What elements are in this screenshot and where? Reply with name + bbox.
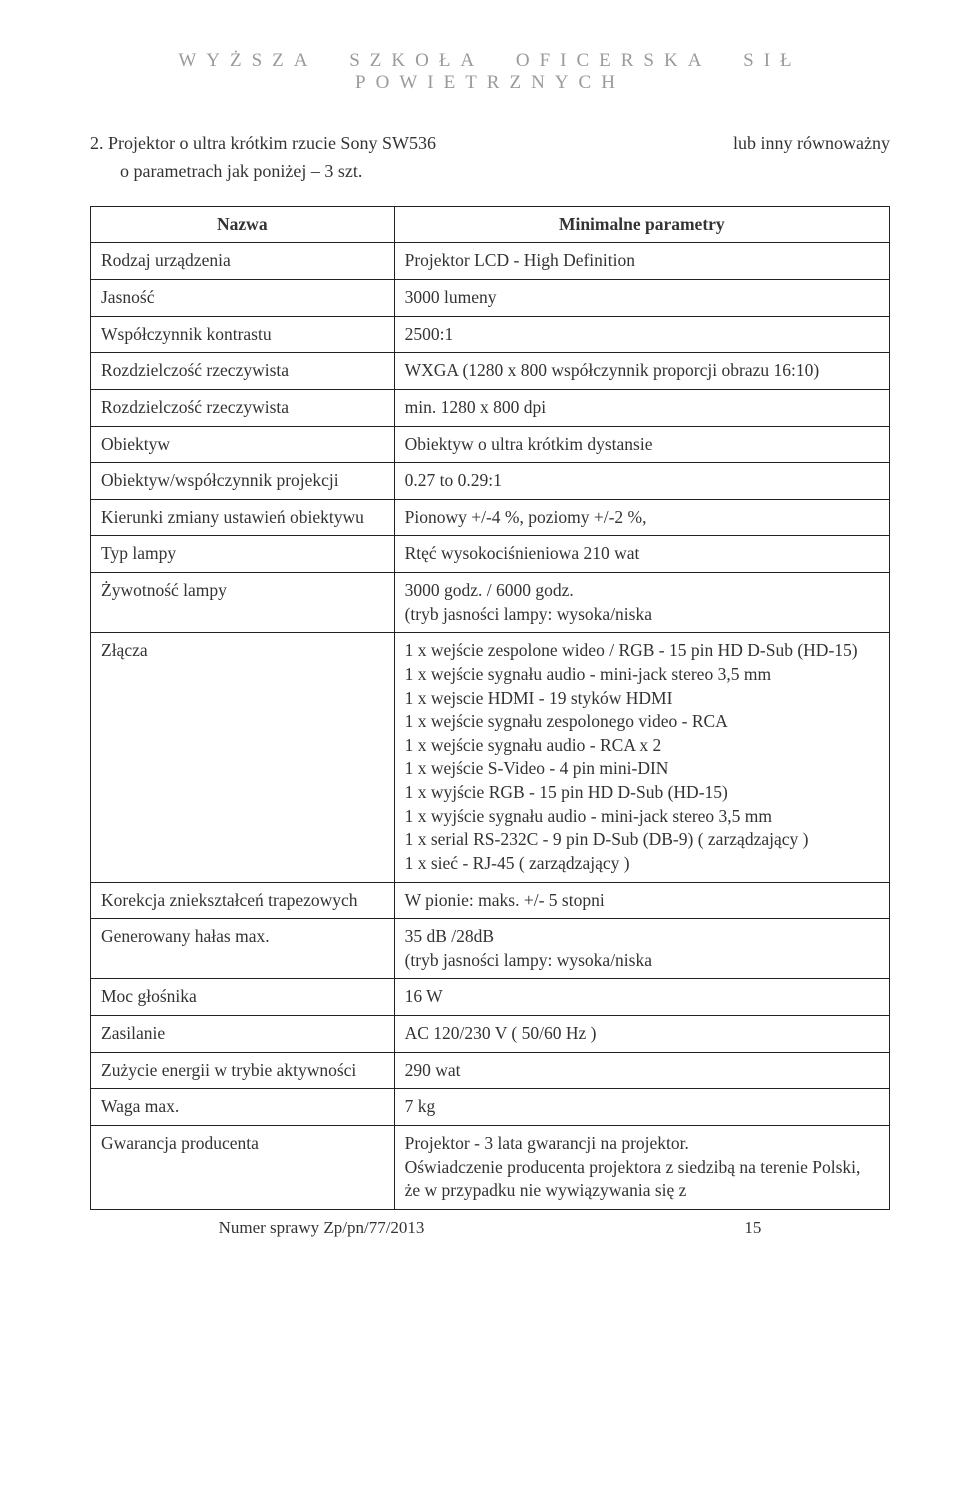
cell-value: 290 wat: [394, 1052, 889, 1089]
cell-value: 3000 godz. / 6000 godz.(tryb jasności la…: [394, 573, 889, 633]
footer-case-number: Numer sprawy Zp/pn/77/2013: [219, 1218, 425, 1238]
cell-value: 0.27 to 0.29:1: [394, 463, 889, 500]
table-row: Moc głośnika16 W: [91, 979, 890, 1016]
table-row: Rodzaj urządzeniaProjektor LCD - High De…: [91, 243, 890, 280]
cell-name: Waga max.: [91, 1089, 395, 1126]
page: WYŻSZA SZKOŁA OFICERSKA SIŁ POWIETRZNYCH…: [0, 0, 960, 1278]
table-row: ZasilanieAC 120/230 V ( 50/60 Hz ): [91, 1016, 890, 1053]
cell-value: Projektor LCD - High Definition: [394, 243, 889, 280]
cell-name: Jasność: [91, 280, 395, 317]
cell-value: Projektor - 3 lata gwarancji na projekto…: [394, 1125, 889, 1209]
intro-right: lub inny równoważny: [733, 130, 890, 158]
cell-name: Obiektyw/współczynnik projekcji: [91, 463, 395, 500]
table-header-row: Nazwa Minimalne parametry: [91, 206, 890, 243]
intro-line2: o parametrach jak poniżej – 3 szt.: [120, 161, 362, 181]
cell-name: Rozdzielczość rzeczywista: [91, 389, 395, 426]
table-row: ObiektywObiektyw o ultra krótkim dystans…: [91, 426, 890, 463]
cell-value: WXGA (1280 x 800 współczynnik proporcji …: [394, 353, 889, 390]
cell-value: 2500:1: [394, 316, 889, 353]
cell-value: Rtęć wysokociśnieniowa 210 wat: [394, 536, 889, 573]
table-row: Współczynnik kontrastu2500:1: [91, 316, 890, 353]
cell-value: min. 1280 x 800 dpi: [394, 389, 889, 426]
cell-value: 1 x wejście zespolone wideo / RGB - 15 p…: [394, 633, 889, 882]
page-header: WYŻSZA SZKOŁA OFICERSKA SIŁ POWIETRZNYCH: [90, 50, 890, 94]
intro-left: 2. Projektor o ultra krótkim rzucie Sony…: [90, 130, 436, 158]
table-row: Typ lampyRtęć wysokociśnieniowa 210 wat: [91, 536, 890, 573]
cell-value: 16 W: [394, 979, 889, 1016]
table-row: Gwarancja producentaProjektor - 3 lata g…: [91, 1125, 890, 1209]
cell-value: 35 dB /28dB(tryb jasności lampy: wysoka/…: [394, 919, 889, 979]
cell-value: AC 120/230 V ( 50/60 Hz ): [394, 1016, 889, 1053]
table-row: Jasność3000 lumeny: [91, 280, 890, 317]
table-row: Złącza1 x wejście zespolone wideo / RGB …: [91, 633, 890, 882]
table-row: Rozdzielczość rzeczywistaWXGA (1280 x 80…: [91, 353, 890, 390]
cell-name: Kierunki zmiany ustawień obiektywu: [91, 499, 395, 536]
cell-name: Rodzaj urządzenia: [91, 243, 395, 280]
cell-value: W pionie: maks. +/- 5 stopni: [394, 882, 889, 919]
cell-value: 7 kg: [394, 1089, 889, 1126]
footer-page-number: 15: [744, 1218, 761, 1238]
table-row: Waga max.7 kg: [91, 1089, 890, 1126]
th-params: Minimalne parametry: [394, 206, 889, 243]
cell-value: Pionowy +/-4 %, poziomy +/-2 %,: [394, 499, 889, 536]
cell-name: Zasilanie: [91, 1016, 395, 1053]
cell-name: Współczynnik kontrastu: [91, 316, 395, 353]
cell-value: Obiektyw o ultra krótkim dystansie: [394, 426, 889, 463]
cell-name: Generowany hałas max.: [91, 919, 395, 979]
cell-name: Typ lampy: [91, 536, 395, 573]
cell-name: Korekcja zniekształceń trapezowych: [91, 882, 395, 919]
cell-name: Żywotność lampy: [91, 573, 395, 633]
table-row: Obiektyw/współczynnik projekcji0.27 to 0…: [91, 463, 890, 500]
table-row: Żywotność lampy3000 godz. / 6000 godz.(t…: [91, 573, 890, 633]
cell-value: 3000 lumeny: [394, 280, 889, 317]
cell-name: Moc głośnika: [91, 979, 395, 1016]
cell-name: Gwarancja producenta: [91, 1125, 395, 1209]
th-name: Nazwa: [91, 206, 395, 243]
table-row: Korekcja zniekształceń trapezowychW pion…: [91, 882, 890, 919]
intro-paragraph: 2. Projektor o ultra krótkim rzucie Sony…: [90, 130, 890, 186]
table-row: Kierunki zmiany ustawień obiektywuPionow…: [91, 499, 890, 536]
spec-table: Nazwa Minimalne parametry Rodzaj urządze…: [90, 206, 890, 1210]
cell-name: Obiektyw: [91, 426, 395, 463]
table-row: Zużycie energii w trybie aktywności290 w…: [91, 1052, 890, 1089]
table-row: Generowany hałas max.35 dB /28dB(tryb ja…: [91, 919, 890, 979]
cell-name: Złącza: [91, 633, 395, 882]
table-row: Rozdzielczość rzeczywistamin. 1280 x 800…: [91, 389, 890, 426]
cell-name: Zużycie energii w trybie aktywności: [91, 1052, 395, 1089]
page-footer: Numer sprawy Zp/pn/77/2013 15: [90, 1218, 890, 1238]
cell-name: Rozdzielczość rzeczywista: [91, 353, 395, 390]
